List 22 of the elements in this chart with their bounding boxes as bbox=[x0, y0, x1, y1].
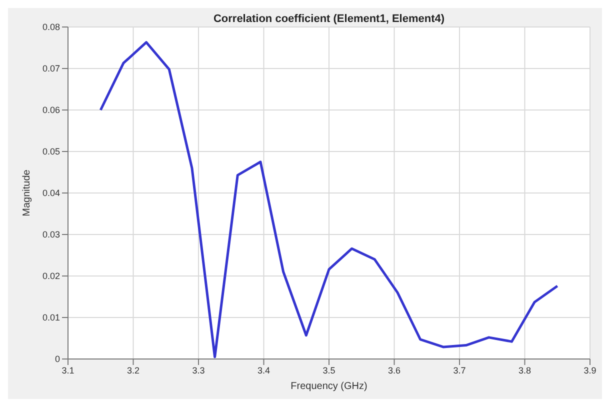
x-tick-label: 3.9 bbox=[584, 365, 596, 376]
y-tick-label: 0.08 bbox=[42, 22, 60, 32]
y-tick-label: 0.02 bbox=[42, 271, 60, 282]
x-tick-label: 3.1 bbox=[62, 365, 74, 376]
x-tick-label: 3.7 bbox=[453, 365, 466, 376]
y-tick-label: 0.03 bbox=[42, 230, 60, 240]
x-tick-label: 3.5 bbox=[322, 365, 336, 376]
chart-title: Correlation coefficient (Element1, Element4) bbox=[212, 13, 446, 25]
y-axis-title: Magnitude bbox=[22, 169, 33, 216]
y-tick-label: 0.04 bbox=[42, 188, 60, 198]
y-tick-label: 0.07 bbox=[42, 64, 60, 74]
y-tick-label: 0.06 bbox=[42, 105, 60, 116]
x-tick-label: 3.4 bbox=[257, 365, 270, 376]
x-axis-title: Frequency (GHz) bbox=[290, 381, 368, 392]
x-tick-label: 3.8 bbox=[518, 365, 532, 376]
line-series bbox=[99, 41, 559, 358]
y-tick-label: 0.05 bbox=[42, 146, 60, 157]
y-tick-label: 0 bbox=[54, 354, 60, 364]
y-tick-label: 0.01 bbox=[42, 312, 60, 323]
x-tick-label: 3.3 bbox=[192, 365, 205, 376]
x-tick-label: 3.2 bbox=[126, 365, 140, 376]
x-tick-label: 3.6 bbox=[388, 365, 401, 376]
